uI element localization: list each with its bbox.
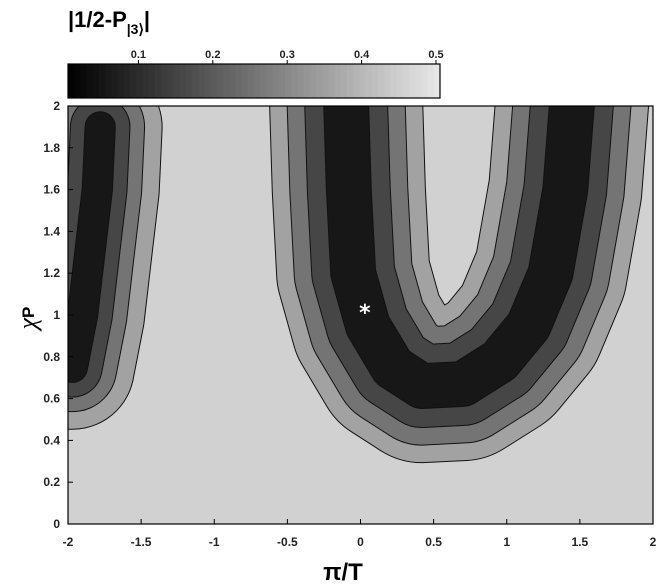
colorbar-swatch xyxy=(353,64,360,98)
colorbar-swatch xyxy=(173,64,181,98)
colorbar-swatch xyxy=(378,64,385,98)
colorbar-swatch xyxy=(111,64,119,98)
colorbar-tick-label: 0.2 xyxy=(205,49,220,61)
x-tick-label: -0.5 xyxy=(277,535,298,549)
colorbar-swatch xyxy=(167,64,174,98)
colorbar-swatch xyxy=(80,64,88,98)
colorbar-tick-label: 0.1 xyxy=(131,49,146,61)
colorbar-swatch xyxy=(241,64,249,98)
colorbar-tick-label: 0.5 xyxy=(428,49,443,61)
colorbar-swatch xyxy=(105,64,112,98)
y-tick-label: 0.6 xyxy=(43,392,60,406)
colorbar-swatch xyxy=(396,64,404,98)
colorbar-swatch xyxy=(433,64,441,98)
y-tick-label: 0.8 xyxy=(43,350,60,364)
colorbar-swatch xyxy=(421,64,429,98)
colorbar-frame xyxy=(67,63,441,99)
colorbar-swatch xyxy=(316,64,323,98)
colorbar-swatch xyxy=(117,64,125,98)
y-axis: 0 0.2 0.4 0.6 0.8 1 1.2 1.4 1.6 1.8 2 xyxy=(43,99,73,531)
colorbar-swatch xyxy=(86,64,94,98)
colorbar-swatch xyxy=(223,64,230,98)
colorbar-swatch xyxy=(99,64,106,98)
colorbar-swatch xyxy=(347,64,354,98)
colorbar-swatch xyxy=(210,64,218,98)
x-tick-label: 1 xyxy=(503,535,510,549)
colorbar-tick-label: 0.3 xyxy=(280,49,295,61)
y-tick-label: 0.2 xyxy=(43,475,60,489)
colorbar-swatch xyxy=(303,64,311,98)
colorbar-tick-label: 0.4 xyxy=(354,49,370,61)
colorbar-swatch xyxy=(136,64,143,98)
colorbar-swatch xyxy=(285,64,292,98)
x-tick-label: -1.5 xyxy=(131,535,152,549)
y-tick-label: 1.8 xyxy=(43,141,60,155)
x-tick-label: -1 xyxy=(209,535,220,549)
colorbar-swatch xyxy=(328,64,336,98)
colorbar-swatch xyxy=(92,64,100,98)
y-tick-label: 1 xyxy=(53,308,60,322)
colorbar-swatch xyxy=(254,64,261,98)
colorbar-swatch xyxy=(359,64,367,98)
colorbar-swatch xyxy=(198,64,205,98)
colorbar-swatch xyxy=(235,64,243,98)
colorbar-swatch xyxy=(272,64,280,98)
colorbar-swatch xyxy=(154,64,162,98)
x-tick-label: 2 xyxy=(650,535,657,549)
colorbar-swatch xyxy=(309,64,317,98)
contour-bands xyxy=(68,106,650,464)
colorbar-title: |1/2-P|3⟩| xyxy=(68,7,150,37)
colorbar-swatch xyxy=(409,64,416,98)
y-tick-label: 0.4 xyxy=(43,433,60,447)
colorbar-swatch xyxy=(260,64,267,98)
y-tick-label: 1.4 xyxy=(43,224,60,238)
y-tick-label: 0 xyxy=(53,517,60,531)
y-axis-label: χP xyxy=(13,307,42,333)
colorbar-swatch xyxy=(278,64,286,98)
colorbar-swatch xyxy=(142,64,150,98)
colorbar-swatch xyxy=(334,64,342,98)
colorbar-swatch xyxy=(291,64,298,98)
colorbar-swatch xyxy=(340,64,348,98)
colorbar-swatch xyxy=(229,64,236,98)
y-tick-label: 1.6 xyxy=(43,183,60,197)
y-tick-label: 2 xyxy=(53,99,60,113)
colorbar-swatch xyxy=(365,64,373,98)
colorbar-swatch xyxy=(390,64,398,98)
colorbar-swatch xyxy=(204,64,212,98)
x-axis-label: π/T xyxy=(323,559,363,586)
colorbar-swatch xyxy=(123,64,131,98)
colorbar-swatch xyxy=(74,64,81,98)
x-tick-label: -2 xyxy=(63,535,74,549)
colorbar-swatch xyxy=(427,64,435,98)
colorbar-swatch xyxy=(216,64,224,98)
colorbar-swatch xyxy=(297,64,305,98)
colorbar-swatch xyxy=(371,64,379,98)
x-tick-label: 0 xyxy=(357,535,364,549)
colorbar-swatch xyxy=(185,64,193,98)
contour-band xyxy=(324,106,594,409)
x-axis: -2 -1.5 -1 -0.5 0 0.5 1 1.5 2 xyxy=(63,519,657,549)
colorbar-swatch xyxy=(130,64,137,98)
colorbar-swatch xyxy=(179,64,187,98)
colorbar-swatch xyxy=(148,64,156,98)
colorbar xyxy=(67,63,441,99)
colorbar-swatch xyxy=(384,64,391,98)
x-tick-label: 0.5 xyxy=(425,535,442,549)
colorbar-swatch xyxy=(266,64,274,98)
colorbar-swatch xyxy=(192,64,199,98)
star-marker: * xyxy=(359,301,371,326)
colorbar-swatch xyxy=(322,64,329,98)
colorbar-swatch xyxy=(415,64,422,98)
y-tick-label: 1.2 xyxy=(43,266,60,280)
colorbar-swatch xyxy=(68,64,75,98)
colorbar-swatch xyxy=(402,64,410,98)
x-tick-label: 1.5 xyxy=(572,535,589,549)
contour-band xyxy=(68,112,115,382)
colorbar-swatch xyxy=(247,64,255,98)
colorbar-tick-labels: 0.1 0.2 0.3 0.4 0.5 xyxy=(131,49,444,64)
colorbar-swatch xyxy=(161,64,168,98)
